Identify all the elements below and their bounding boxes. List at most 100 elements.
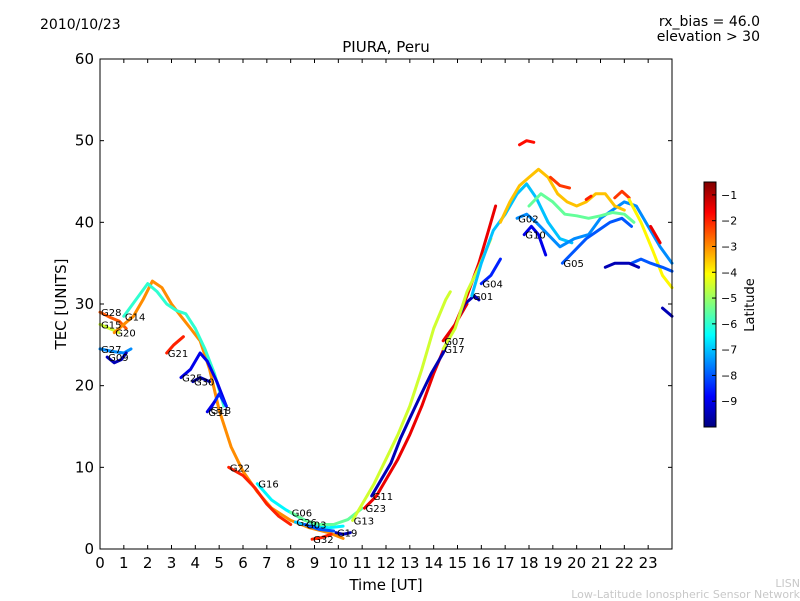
x-tick-label: 15: [448, 554, 467, 572]
x-tick-label: 0: [95, 554, 105, 572]
series-trace: [522, 224, 548, 257]
series-trace: [515, 200, 674, 265]
x-tick-label: 7: [262, 554, 272, 572]
colorbar-label: Latitude: [743, 278, 758, 332]
x-tick-label: 12: [376, 554, 395, 572]
series-trace: [112, 279, 345, 540]
series-label: G14: [125, 312, 145, 323]
y-tick-label: 20: [75, 377, 94, 395]
series-trace: [441, 204, 498, 343]
series-label: G05: [563, 259, 583, 270]
series-trace: [527, 192, 636, 224]
series-label: G30: [194, 378, 214, 389]
series-trace: [179, 351, 228, 408]
series-label: G21: [168, 349, 188, 360]
x-tick-label: 2: [143, 554, 153, 572]
series-label: G32: [313, 535, 333, 546]
colorbar-tick-label: −7: [721, 344, 737, 357]
series-label: G20: [115, 329, 135, 340]
series-trace: [549, 175, 571, 190]
series-trace: [105, 351, 128, 365]
series-label: G19: [337, 529, 357, 540]
series-label: G25: [182, 374, 202, 385]
series-trace: [122, 282, 226, 408]
series-label: G13: [354, 516, 374, 527]
chart-title: PIURA, Peru: [342, 38, 429, 56]
series-trace: [649, 224, 662, 245]
series-label: G28: [101, 308, 121, 319]
series-trace: [370, 294, 481, 498]
x-tick-label: 19: [543, 554, 562, 572]
x-tick-label: 22: [615, 554, 634, 572]
x-tick-label: 14: [424, 554, 443, 572]
x-tick-label: 13: [400, 554, 419, 572]
y-axis: 0 10 20 30 40 50 60: [75, 50, 672, 558]
x-tick-label: 3: [167, 554, 177, 572]
y-tick-label: 40: [75, 213, 94, 231]
y-tick-label: 30: [75, 295, 94, 313]
series-label: G04: [482, 280, 502, 291]
series-trace: [227, 465, 293, 526]
series-label: G03: [306, 521, 326, 532]
series-label: G07: [444, 337, 464, 348]
series-label: G23: [366, 504, 386, 515]
chart-date: 2010/10/23: [40, 17, 121, 33]
series-trace: [98, 347, 133, 355]
x-axis-label: Time [UT]: [348, 576, 422, 594]
colorbar-tick-label: −2: [721, 215, 737, 228]
colorbar: −1 −2 −3 −4 −5 −6 −7 −8 −9 Latitude: [703, 181, 758, 428]
series-trace: [351, 290, 452, 522]
x-tick-label: 1: [119, 554, 129, 572]
series-label: G16: [258, 480, 278, 491]
colorbar-tick-label: −3: [721, 240, 737, 253]
x-tick-label: 5: [214, 554, 224, 572]
series-label: G26: [296, 518, 316, 529]
x-tick-label: 8: [286, 554, 296, 572]
series-trace: [303, 523, 336, 533]
plot-frame: [99, 58, 673, 550]
y-axis-label: TEC [UNITS]: [52, 259, 70, 351]
series-trace: [289, 506, 364, 526]
colorbar-tick-label: −9: [721, 395, 737, 408]
footer-network: Low-Latitude Ionospheric Sensor Network: [571, 588, 800, 601]
elevation-label: elevation > 30: [656, 29, 760, 45]
x-tick-label: 20: [567, 554, 586, 572]
colorbar-tick-label: −6: [721, 318, 737, 331]
x-tick-label: 6: [238, 554, 248, 572]
series-trace: [498, 167, 626, 224]
x-tick-label: 21: [591, 554, 610, 572]
series-trace: [191, 376, 212, 384]
colorbar-tick-label: −1: [721, 189, 737, 202]
series-trace: [560, 216, 633, 265]
y-tick-label: 10: [75, 458, 94, 476]
series-label: G27: [101, 345, 121, 356]
footer-lisn: LISN: [775, 577, 800, 590]
series-trace: [310, 532, 333, 541]
series-trace: [603, 261, 641, 269]
series-trace: [479, 257, 502, 286]
x-tick-label: 16: [472, 554, 491, 572]
y-tick-label: 0: [84, 540, 94, 558]
series-trace: [661, 306, 674, 318]
series-trace: [584, 194, 593, 201]
x-tick-label: 18: [519, 554, 538, 572]
series-label: G17: [444, 345, 464, 356]
series-label: G10: [525, 231, 545, 242]
series-label: G01: [473, 292, 493, 303]
series-label: G11: [373, 492, 393, 503]
series-label: G22: [230, 463, 250, 474]
series-label: G02: [518, 214, 538, 225]
colorbar-tick-label: −8: [721, 369, 737, 382]
x-tick-label: 17: [496, 554, 515, 572]
x-tick-label: 4: [191, 554, 201, 572]
x-tick-label: 23: [639, 554, 658, 572]
series-label: G06: [292, 508, 312, 519]
series-trace: [630, 257, 674, 273]
rx-bias-label: rx_bias = 46.0: [658, 14, 760, 30]
series-trace: [165, 335, 185, 355]
series-trace: [205, 400, 216, 414]
colorbar-ticks: −1 −2 −3 −4 −5 −6 −7 −8 −9: [712, 189, 737, 408]
series-label: G31: [208, 408, 228, 419]
y-tick-label: 60: [75, 50, 94, 68]
